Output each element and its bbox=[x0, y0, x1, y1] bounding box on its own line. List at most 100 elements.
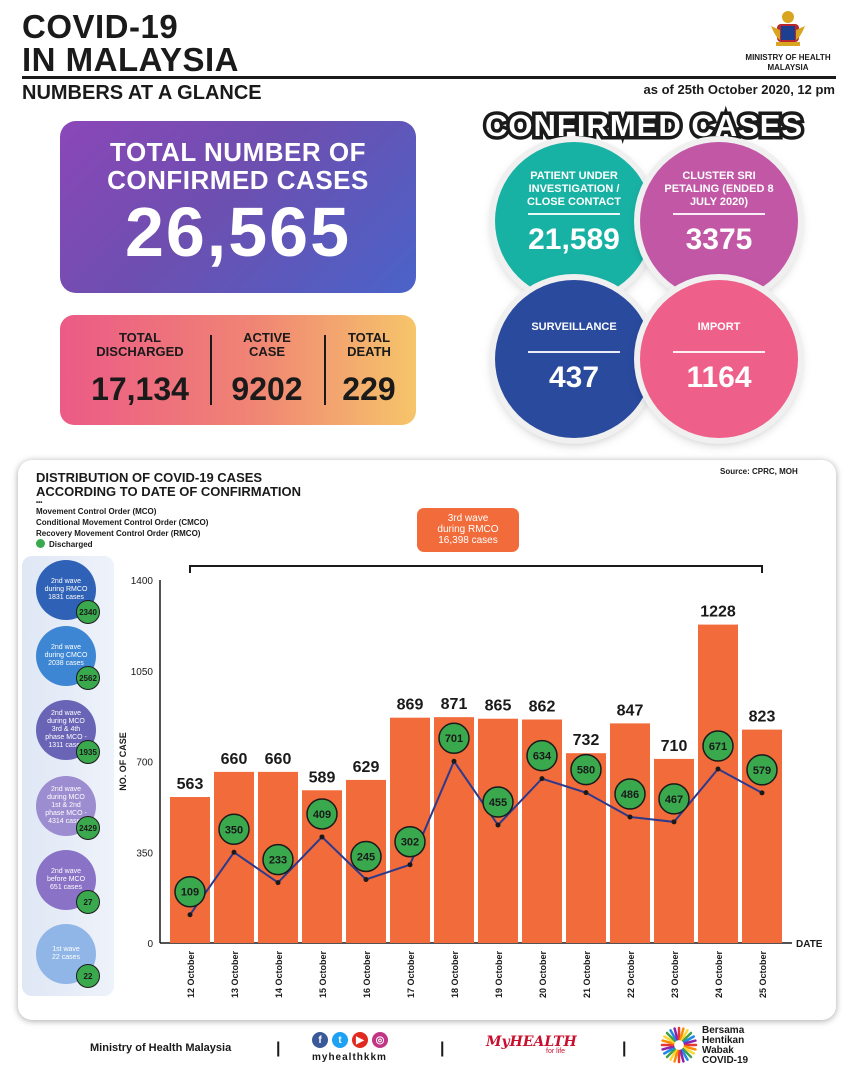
discharged-point bbox=[583, 790, 589, 796]
discharged-value-label: 634 bbox=[533, 751, 552, 763]
discharged-point bbox=[539, 776, 545, 782]
campaign-logo-icon bbox=[660, 1026, 698, 1069]
wave-discharged-badge: 2562 bbox=[76, 666, 100, 690]
coat-of-arms-icon bbox=[771, 11, 805, 46]
discharged-badge bbox=[306, 798, 338, 830]
discharged-label-1: TOTAL bbox=[118, 330, 162, 345]
death-label-2: DEATH bbox=[347, 344, 391, 359]
discharged-point bbox=[451, 758, 457, 764]
legend-discharged: Discharged bbox=[36, 539, 208, 550]
legend-rmco: Recovery Movement Control Order (RMCO) bbox=[36, 529, 201, 538]
discharged-badge bbox=[218, 813, 250, 845]
circle-label: CLUSTER SRI PETALING (ENDED 8 JULY 2020) bbox=[664, 169, 774, 208]
discharged-value-label: 245 bbox=[357, 851, 375, 863]
discharged-point bbox=[759, 790, 765, 796]
wave-discharged-badge: 2429 bbox=[76, 816, 100, 840]
discharged-point bbox=[495, 822, 501, 828]
ministry-logo: MINISTRY OF HEALTH MALAYSIA bbox=[740, 8, 836, 73]
bar-value-label: 589 bbox=[309, 769, 336, 786]
discharged-badge bbox=[482, 786, 514, 818]
discharged-badge bbox=[658, 783, 690, 815]
discharged-value-label: 579 bbox=[753, 765, 771, 777]
x-tick-label: 17 October bbox=[406, 951, 416, 999]
bar-value-label: 660 bbox=[265, 751, 292, 768]
discharged-value-label: 467 bbox=[665, 794, 683, 806]
y-tick-label: 0 bbox=[147, 939, 153, 950]
circle-value: 437 bbox=[548, 360, 600, 394]
discharged-value-label: 580 bbox=[577, 765, 595, 777]
active-label-2: CASE bbox=[248, 344, 286, 359]
circle-value: 3375 bbox=[685, 222, 753, 256]
ministry-name-1: MINISTRY OF HEALTH bbox=[745, 53, 831, 62]
discharged-point bbox=[319, 834, 325, 840]
discharged-point bbox=[627, 814, 633, 820]
discharged-value-label: 350 bbox=[225, 824, 243, 836]
twitter-icon[interactable]: t bbox=[332, 1032, 348, 1048]
discharged-badge bbox=[526, 739, 558, 772]
wave-discharged-badge: 2340 bbox=[76, 600, 100, 624]
y-tick-label: 350 bbox=[136, 848, 153, 859]
import-circle: IMPORT 1164 bbox=[640, 280, 798, 438]
discharged-badge bbox=[746, 754, 778, 786]
discharged-value-label: 302 bbox=[401, 837, 419, 849]
y-tick-label: 1050 bbox=[131, 667, 154, 678]
footer-ministry: Ministry of Health Malaysia bbox=[90, 1042, 232, 1054]
circle-label: PATIENT UNDER INVESTIGATION / CLOSE CONT… bbox=[527, 169, 621, 208]
chart-title: DISTRIBUTION OF COVID-19 CASES ACCORDING… bbox=[36, 471, 301, 499]
discharged-value-label: 455 bbox=[489, 797, 507, 809]
youtube-icon[interactable]: ▶ bbox=[352, 1032, 368, 1048]
bar-value-label: 865 bbox=[485, 698, 512, 715]
discharged-badge bbox=[702, 730, 734, 762]
surveillance-circle: SURVEILLANCE 437 bbox=[495, 280, 653, 438]
bar bbox=[434, 717, 474, 943]
header-divider bbox=[22, 76, 836, 79]
bar-value-label: 862 bbox=[529, 698, 556, 715]
title-line-1: COVID-19 bbox=[22, 8, 179, 45]
wave-discharged-badge: 27 bbox=[76, 890, 100, 914]
death-label-1: TOTAL bbox=[347, 330, 391, 345]
discharged-value: 17,134 bbox=[91, 371, 189, 407]
discharged-value-label: 486 bbox=[621, 789, 639, 801]
x-tick-label: 21 October bbox=[582, 951, 592, 999]
discharged-value-label: 409 bbox=[313, 809, 331, 821]
circle-label: SURVEILLANCE bbox=[531, 320, 617, 333]
footer-handle: myhealthkkm bbox=[312, 1052, 387, 1063]
page-title: COVID-19 IN MALAYSIA bbox=[22, 10, 239, 76]
discharged-badge bbox=[350, 840, 382, 873]
facebook-icon[interactable]: f bbox=[312, 1032, 328, 1048]
y-axis-label: NO. OF CASE bbox=[118, 732, 128, 791]
y-tick-label: 1400 bbox=[131, 576, 154, 587]
summary-divider bbox=[210, 335, 212, 405]
discharged-badge bbox=[614, 778, 646, 810]
total-confirmed-value: 26,565 bbox=[124, 193, 352, 271]
report-date: as of 25th October 2020, 12 pm bbox=[643, 82, 835, 97]
x-tick-label: 25 October bbox=[758, 951, 768, 999]
instagram-icon[interactable]: ◎ bbox=[372, 1032, 388, 1048]
discharged-badge bbox=[438, 722, 470, 754]
chart-source: Source: CPRC, MOH bbox=[720, 467, 798, 476]
circle-label: IMPORT bbox=[697, 320, 741, 333]
discharged-badge bbox=[174, 875, 206, 908]
third-wave-bracket bbox=[189, 565, 763, 573]
confirmed-cases-title: CONFIRMED CASES bbox=[481, 105, 805, 147]
chart-title-2: ACCORDING TO DATE OF CONFIRMATION bbox=[36, 484, 302, 499]
x-tick-label: 16 October bbox=[362, 951, 372, 999]
discharged-point bbox=[671, 819, 677, 825]
circle-value: 1164 bbox=[686, 360, 752, 394]
x-tick-label: 18 October bbox=[450, 951, 460, 999]
third-wave-label: 3rd wave during RMCO 16,398 cases bbox=[417, 508, 519, 552]
total-confirmed-card: TOTAL NUMBER OF CONFIRMED CASES 26,565 bbox=[60, 121, 416, 293]
bar-value-label: 710 bbox=[661, 738, 688, 755]
discharged-value-label: 233 bbox=[269, 855, 287, 867]
x-tick-label: 19 October bbox=[494, 951, 504, 999]
x-tick-label: 22 October bbox=[626, 951, 636, 999]
death-value: 229 bbox=[342, 371, 396, 407]
footer-separator: | bbox=[440, 1040, 445, 1057]
myhealth-logo: MyHEALTH for life bbox=[486, 1034, 577, 1055]
x-tick-label: 23 October bbox=[670, 951, 680, 999]
discharged-point bbox=[231, 849, 237, 855]
discharged-stat: TOTAL DISCHARGED 17,134 bbox=[70, 331, 210, 408]
discharged-point bbox=[363, 876, 369, 882]
x-tick-label: 12 October bbox=[186, 951, 196, 999]
footer-separator: | bbox=[276, 1040, 281, 1057]
